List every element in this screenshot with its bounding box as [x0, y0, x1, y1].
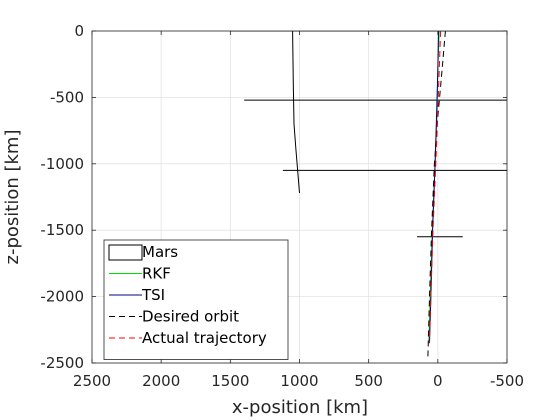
series-line-desired-orbit: [427, 31, 446, 357]
y-tick-label: -500: [50, 88, 84, 106]
x-tick-label: 500: [354, 372, 383, 390]
x-axis-label: x-position [km]: [232, 397, 368, 418]
legend-label-desired-orbit: Desired orbit: [142, 308, 239, 326]
series-layer: [230, 31, 507, 357]
x-tick-label: 2000: [142, 372, 180, 390]
y-tick-label: 0: [74, 22, 84, 40]
legend-label-rkf: RKF: [142, 265, 171, 283]
x-tick-label: 0: [433, 372, 443, 390]
legend-label-mars: Mars: [142, 243, 178, 261]
legend-label-actual-trajectory: Actual trajectory: [142, 329, 267, 347]
legend-label-tsi: TSI: [141, 286, 165, 304]
y-tick-label: -2000: [40, 288, 84, 306]
legend-swatch-mars: [108, 244, 143, 261]
x-tick-label: -500: [490, 372, 524, 390]
x-tick-label: 1500: [211, 372, 249, 390]
x-tick-label: 1000: [280, 372, 318, 390]
y-tick-label: -1000: [40, 155, 84, 173]
y-tick-label: -1500: [40, 221, 84, 239]
x-tick-label: 2500: [73, 372, 111, 390]
y-tick-label: -2500: [40, 354, 84, 372]
tick-labels: 2500 2000 1500 1000 500 0 -500 0 -500 -1000 -1500 -…: [40, 22, 524, 390]
legend: Mars RKF TSI Desired orbit Actual trajectory: [103, 239, 289, 360]
series-line-actual-trajectory: [428, 31, 442, 344]
series-line-mars: [292, 31, 300, 194]
y-axis-label: z-position [km]: [2, 130, 23, 265]
